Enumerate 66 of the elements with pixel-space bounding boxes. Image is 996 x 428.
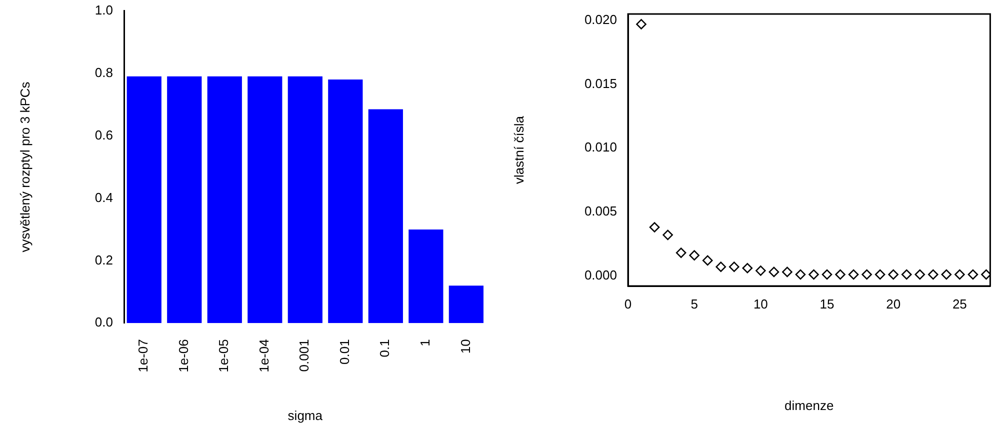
x-tick-label: 1e-05 (216, 339, 232, 372)
x-tick-label: 0.001 (296, 339, 312, 372)
point (662, 230, 673, 240)
point (676, 248, 686, 258)
bar (167, 76, 202, 324)
y-tick-label: 0.8 (94, 64, 113, 80)
y-tick-label: 0.020 (584, 12, 617, 27)
y-axis-title: vysvětlený rozptyl pro 3 kPCs (17, 81, 32, 252)
point (822, 269, 832, 280)
x-tick-label: 1e-07 (136, 339, 151, 372)
x-tick-label: 10 (458, 339, 473, 354)
y-tick-label: 0.005 (584, 204, 617, 219)
point (835, 269, 846, 280)
point (914, 269, 926, 280)
point (874, 269, 886, 280)
point (716, 262, 726, 272)
point (795, 269, 806, 280)
x-tick-label: 5 (690, 296, 698, 312)
x-tick-label: 0 (624, 296, 632, 312)
bar (248, 76, 282, 324)
point (742, 262, 753, 274)
y-tick-label: 0.0 (94, 314, 113, 330)
x-tick-label: 10 (753, 296, 768, 312)
point (808, 269, 819, 280)
bar (328, 80, 363, 324)
point (928, 269, 938, 280)
y-tick-label: 0.000 (584, 267, 617, 282)
x-axis-title: sigma (288, 408, 324, 423)
point (689, 250, 700, 260)
x-tick-label: 0.1 (377, 339, 392, 358)
y-tick-label: 0.6 (94, 127, 113, 142)
x-tick-label: 1 (418, 339, 432, 346)
bar (207, 76, 242, 324)
point (649, 222, 660, 232)
point (768, 266, 780, 278)
y-axis-title: vlastní čísla (511, 115, 526, 184)
point (901, 269, 912, 280)
bar (408, 229, 444, 324)
y-tick-label: 0.015 (584, 76, 617, 91)
y-tick-label: 0.4 (94, 190, 113, 205)
x-tick-label: 1e-06 (176, 339, 191, 372)
bar (288, 76, 322, 324)
y-tick-label: 0.010 (584, 140, 617, 155)
bar (448, 286, 484, 324)
y-tick-label: 0.2 (94, 252, 113, 268)
point (941, 269, 952, 280)
point (968, 269, 978, 280)
point (848, 269, 859, 280)
x-tick-label: 0.01 (336, 339, 352, 364)
x-tick-label: 15 (820, 296, 834, 312)
point (954, 269, 965, 280)
point (636, 19, 646, 30)
y-tick-label: 1.0 (94, 2, 113, 18)
point (702, 255, 713, 266)
point (862, 269, 872, 280)
point (728, 262, 740, 272)
bar (368, 109, 403, 324)
point (782, 266, 792, 278)
x-tick-label: 1e-04 (256, 339, 272, 372)
point (756, 266, 766, 276)
bar (126, 76, 162, 324)
point (981, 269, 990, 280)
x-axis-title: dimenze (784, 398, 834, 413)
point (888, 269, 898, 280)
x-tick-label: 25 (952, 296, 967, 312)
x-tick-label: 20 (886, 296, 901, 312)
